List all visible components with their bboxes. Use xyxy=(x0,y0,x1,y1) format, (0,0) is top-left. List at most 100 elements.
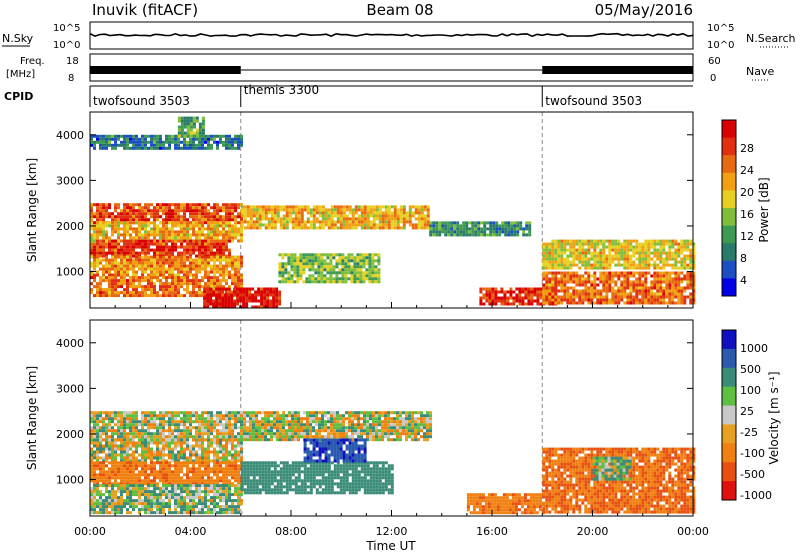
echo-cell xyxy=(120,423,123,427)
echo-cell xyxy=(551,289,555,293)
echo-cell xyxy=(320,277,324,281)
echo-cell xyxy=(147,251,150,255)
echo-cell xyxy=(692,289,696,293)
echo-cell xyxy=(494,287,498,291)
echo-cell xyxy=(503,299,507,303)
echo-cell xyxy=(572,289,576,293)
echo-cell xyxy=(198,435,201,439)
echo-cell xyxy=(171,432,174,436)
echo-cell xyxy=(231,261,234,265)
echo-cell xyxy=(177,429,180,433)
echo-cell xyxy=(572,298,576,302)
echo-cell xyxy=(384,414,387,418)
echo-cell xyxy=(387,423,390,427)
echo-cell xyxy=(150,146,153,150)
echo-cell xyxy=(102,432,105,436)
echo-cell xyxy=(626,298,630,302)
echo-cell xyxy=(270,214,274,218)
echo-cell xyxy=(111,245,114,249)
echo-cell xyxy=(297,217,301,221)
echo-cell xyxy=(489,224,493,228)
echo-cell xyxy=(174,255,177,259)
echo-cell xyxy=(668,245,672,249)
echo-cell xyxy=(138,429,141,433)
echo-cell xyxy=(323,280,327,284)
echo-cell xyxy=(126,264,129,268)
echo-cell xyxy=(320,256,324,260)
echo-cell xyxy=(605,266,609,270)
echo-cell xyxy=(174,143,177,147)
echo-cell xyxy=(530,302,534,306)
echo-cell xyxy=(228,255,231,259)
echo-cell xyxy=(132,248,135,252)
echo-cell xyxy=(662,289,666,293)
echo-cell xyxy=(228,146,231,150)
echo-cell xyxy=(183,116,187,120)
echo-cell xyxy=(327,429,330,433)
echo-cell xyxy=(626,248,630,252)
echo-cell xyxy=(96,429,99,433)
echo-cell xyxy=(429,420,432,424)
echo-cell xyxy=(336,217,340,221)
echo-cell xyxy=(186,267,189,271)
echo-cell xyxy=(186,227,189,231)
echo-cell xyxy=(207,423,210,427)
echo-cell xyxy=(447,224,451,228)
echo-cell xyxy=(354,217,358,221)
echo-cell xyxy=(348,426,351,430)
echo-cell xyxy=(291,211,295,215)
echo-cell xyxy=(129,221,132,225)
echo-cell xyxy=(342,220,346,224)
echo-cell xyxy=(213,261,216,265)
echo-cell xyxy=(192,294,195,298)
echo-cell xyxy=(171,261,174,265)
echo-cell xyxy=(177,134,181,138)
echo-cell xyxy=(177,116,181,120)
echo-cell xyxy=(429,414,432,418)
echo-cell xyxy=(599,301,603,305)
echo-cell xyxy=(207,432,210,436)
echo-cell xyxy=(542,266,546,270)
echo-cell xyxy=(245,290,249,294)
echo-cell xyxy=(114,227,117,231)
echo-cell xyxy=(264,432,267,436)
echo-cell xyxy=(225,411,228,415)
echo-cell xyxy=(408,223,412,227)
echo-cell xyxy=(183,140,186,144)
echo-cell xyxy=(324,214,328,218)
echo-cell xyxy=(135,239,138,243)
echo-cell xyxy=(291,417,294,421)
echo-cell xyxy=(521,287,525,291)
echo-cell xyxy=(584,292,588,296)
echo-cell xyxy=(353,274,357,278)
echo-cell xyxy=(423,223,427,227)
echo-cell xyxy=(495,221,499,225)
echo-cell xyxy=(117,230,120,234)
echo-cell xyxy=(153,285,156,289)
echo-cell xyxy=(339,420,342,424)
echo-cell xyxy=(255,435,258,439)
echo-cell xyxy=(168,146,171,150)
echo-cell xyxy=(599,292,603,296)
echo-cell xyxy=(539,293,543,297)
echo-cell xyxy=(518,287,522,291)
echo-cell xyxy=(300,426,303,430)
echo-cell xyxy=(393,423,396,427)
echo-cell xyxy=(623,266,627,270)
echo-cell xyxy=(354,223,358,227)
echo-cell xyxy=(249,420,252,424)
echo-cell xyxy=(339,205,343,209)
echo-cell xyxy=(629,274,633,278)
echo-cell xyxy=(276,423,279,427)
noise-search-label: N.Search xyxy=(746,32,796,45)
echo-cell xyxy=(216,264,219,268)
echo-cell xyxy=(644,295,648,299)
echo-cell xyxy=(150,233,153,237)
echo-cell xyxy=(255,432,258,436)
echo-cell xyxy=(240,143,243,147)
echo-cell xyxy=(150,239,153,243)
echo-cell xyxy=(234,146,237,150)
echo-cell xyxy=(608,298,612,302)
echo-cell xyxy=(236,302,240,306)
echo-cell xyxy=(357,417,360,421)
